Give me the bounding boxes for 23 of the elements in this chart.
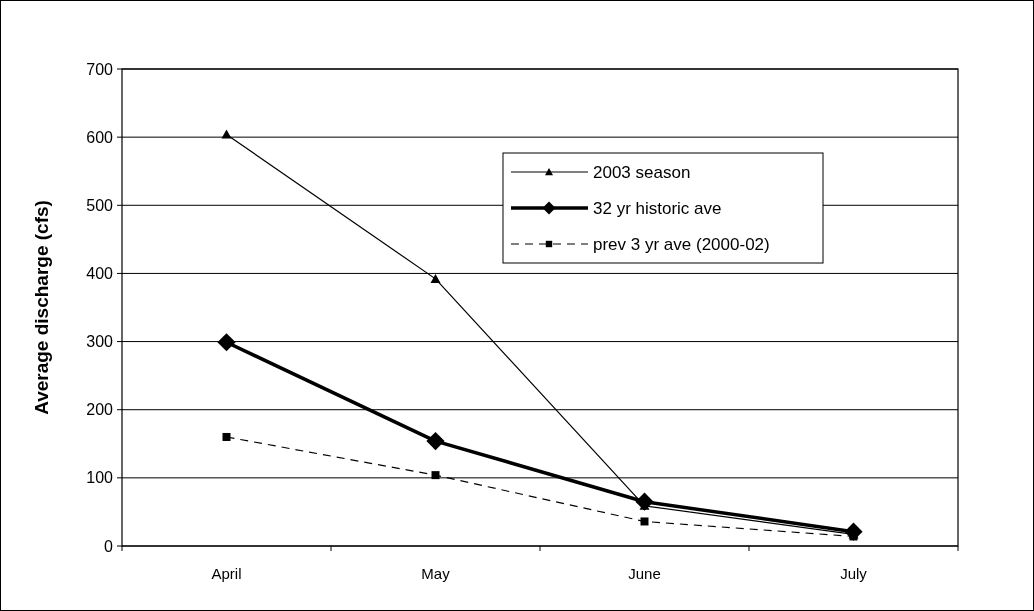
y-tick-label: 200 [86,401,114,419]
y-tick-label: 300 [86,333,114,351]
x-tick-label: May [421,565,451,582]
x-tick-label: June [628,565,661,582]
legend-label: 32 yr historic ave [593,198,722,218]
y-tick-label: 600 [86,128,114,146]
legend-label: prev 3 yr ave (2000-02) [593,234,770,254]
x-tick-label: April [211,565,242,582]
point [640,517,649,526]
point [221,129,232,139]
point [426,431,445,451]
legend-label: 2003 season [593,162,691,182]
y-tick-label: 700 [86,60,114,78]
point [430,273,441,283]
y-tick-label: 0 [104,537,114,555]
point [217,333,236,352]
y-tick-label: 100 [86,469,114,487]
point [431,471,440,480]
x-tick-label: July [840,565,868,582]
y-axis-title: Average discharge (cfs) [31,200,52,415]
point [222,432,231,441]
y-tick-label: 500 [86,196,114,214]
y-tick-label: 400 [86,265,114,283]
